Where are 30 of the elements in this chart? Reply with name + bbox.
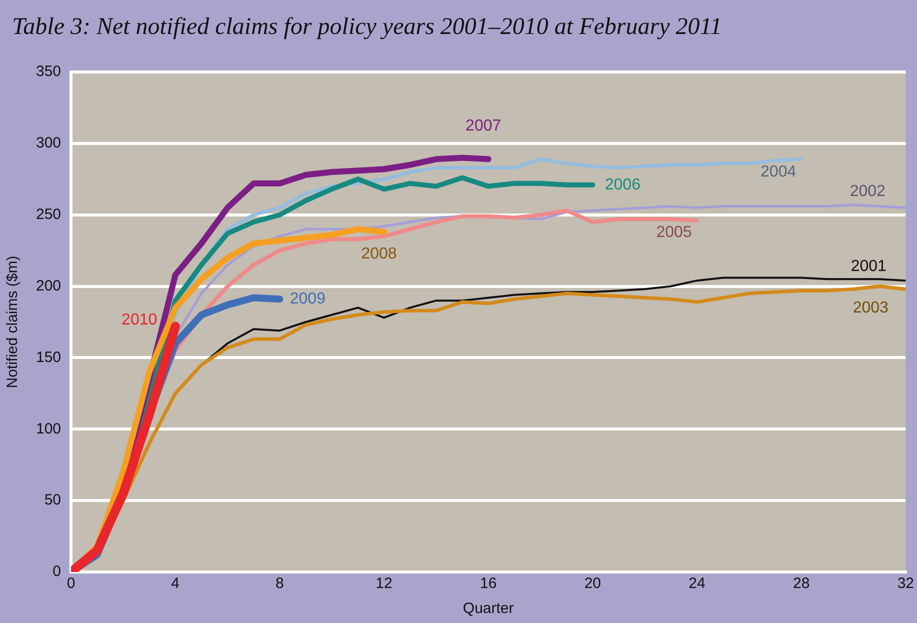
y-tick-label: 350	[36, 63, 62, 80]
series-label: 2008	[361, 245, 397, 262]
x-tick-label: 0	[66, 575, 76, 592]
x-tick-label: 28	[792, 575, 810, 592]
series-label: 2002	[850, 183, 886, 200]
y-tick-label: 300	[36, 134, 62, 152]
series-label: 2004	[760, 164, 796, 181]
series-label: 2009	[290, 290, 326, 308]
x-axis-title: Quarter	[462, 600, 514, 618]
y-tick-label: 100	[36, 420, 62, 438]
y-tick-label: 250	[36, 206, 62, 223]
y-axis-title: Notified claims ($m)	[4, 256, 22, 388]
x-tick-label: 24	[688, 575, 706, 592]
y-tick-label: 50	[44, 492, 62, 509]
x-tick-label: 32	[897, 575, 914, 592]
x-tick-label: 12	[376, 575, 392, 592]
series-label: 2003	[852, 300, 889, 317]
series-label: 2006	[604, 176, 641, 194]
series-label: 2001	[850, 258, 887, 275]
y-tick-label: 150	[36, 348, 62, 366]
series-label: 2007	[466, 118, 502, 135]
y-tick-label: 0	[52, 563, 62, 580]
series-label: 2005	[656, 224, 692, 241]
x-tick-label: 16	[480, 575, 497, 592]
x-tick-label: 4	[171, 575, 180, 592]
x-tick-label: 8	[276, 575, 284, 592]
y-tick-label: 200	[36, 277, 62, 294]
chart-title: Table 3: Net notified claims for policy years 2001–2010 at February 2011	[12, 14, 722, 41]
x-tick-label: 20	[584, 575, 602, 592]
series-label: 2010	[122, 312, 158, 329]
